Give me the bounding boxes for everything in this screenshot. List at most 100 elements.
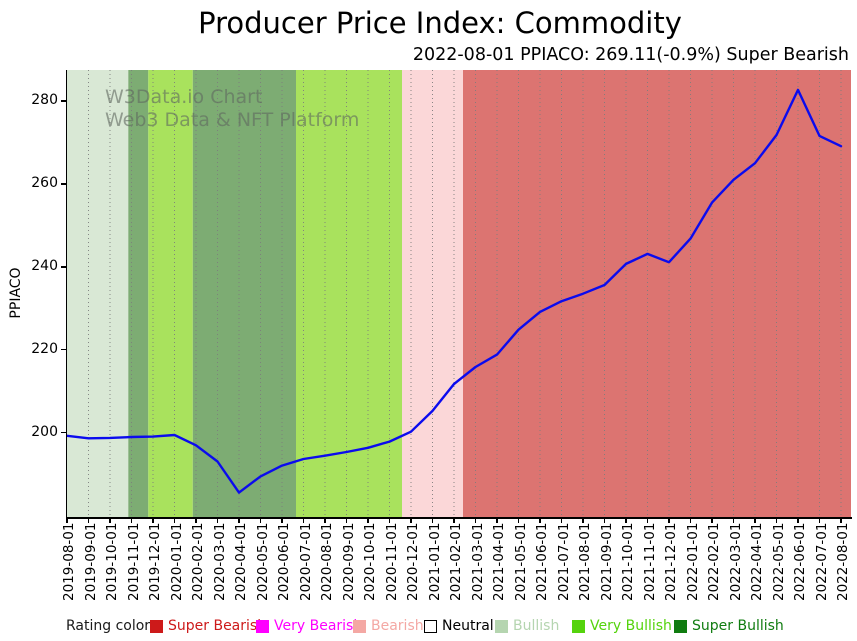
rating-band-very-bullish [148, 70, 193, 517]
legend-swatch-super-bearish [150, 619, 163, 633]
x-tick-label: 2022-05-01 [770, 522, 787, 601]
x-tick-mark [388, 518, 391, 523]
x-tick-label: 2019-12-01 [147, 522, 163, 601]
x-tick-label: 2021-03-01 [469, 522, 486, 601]
x-tick-mark [603, 518, 606, 523]
legend-label-super-bullish: Super Bullish [692, 618, 784, 634]
x-tick-mark [775, 518, 778, 523]
plot-area: W3Data.io Chart Web3 Data & NFT Platform [67, 70, 851, 517]
watermark-line2: Web3 Data & NFT Platform [105, 109, 360, 131]
x-tick-mark [496, 518, 498, 523]
x-tick-mark [324, 518, 326, 523]
x-tick-mark [754, 518, 756, 523]
legend-swatch-bullish [495, 619, 508, 633]
rating-band-super-bullish [192, 70, 296, 517]
rating-band-super-bearish [463, 70, 851, 517]
x-tick-label: 2021-11-01 [641, 522, 658, 601]
x-tick-mark [431, 518, 434, 523]
legend-label-neutral: Neutral [442, 618, 494, 634]
legend-item-very-bullish: Very Bullish [572, 618, 672, 634]
rating-band-bullish [67, 70, 129, 517]
y-tick-label: 200 [31, 423, 58, 440]
x-tick-label: 2022-07-01 [813, 522, 830, 601]
legend-swatch-neutral [424, 619, 437, 633]
x-tick-label: 2020-11-01 [383, 522, 400, 601]
x-tick-label: 2022-06-01 [792, 522, 808, 601]
x-tick-label: 2020-08-01 [319, 522, 335, 601]
x-tick-mark [517, 518, 520, 523]
legend-item-bullish: Bullish [495, 618, 559, 634]
x-tick-mark [238, 518, 240, 523]
legend-item-very-bearish: Very Bearish [256, 618, 362, 634]
legend-swatch-super-bullish [674, 619, 687, 633]
x-tick-label: 2021-02-01 [448, 522, 464, 601]
x-tick-mark [281, 518, 283, 523]
x-tick-label: 2021-04-01 [491, 522, 507, 601]
x-tick-label: 2022-04-01 [749, 522, 765, 601]
x-tick-mark [195, 518, 197, 523]
x-tick-label: 2021-01-01 [426, 522, 443, 601]
x-tick-label: 2019-09-01 [82, 522, 99, 601]
legend-label-bearish: Bearish [371, 618, 424, 634]
x-tick-mark [367, 518, 369, 523]
rating-legend: Rating color Super Bearish Very Bearish … [0, 616, 857, 638]
x-tick-label: 2021-09-01 [598, 522, 615, 601]
x-tick-mark [539, 518, 541, 523]
legend-swatch-very-bearish [256, 619, 269, 633]
x-axis-spine [65, 517, 852, 519]
x-tick-label: 2020-10-01 [362, 522, 378, 601]
legend-swatch-very-bullish [572, 619, 585, 633]
x-tick-mark [130, 518, 133, 523]
x-tick-label: 2022-02-01 [706, 522, 722, 601]
x-tick-mark [152, 518, 154, 523]
x-tick-label: 2022-08-01 [835, 522, 851, 601]
x-tick-mark [668, 518, 670, 523]
y-tick-label: 260 [31, 174, 58, 191]
x-tick-label: 2020-04-01 [233, 522, 249, 601]
x-tick-label: 2020-03-01 [211, 522, 228, 601]
rating-band-very-bullish [296, 70, 402, 517]
y-tick-mark [60, 183, 66, 185]
x-tick-mark [453, 518, 455, 523]
legend-title: Rating color [66, 618, 151, 634]
x-tick-mark [560, 518, 563, 523]
x-tick-label: 2021-05-01 [512, 522, 529, 601]
legend-item-super-bullish: Super Bullish [674, 618, 784, 634]
y-tick-label: 220 [31, 340, 58, 357]
watermark: W3Data.io Chart Web3 Data & NFT Platform [105, 86, 359, 132]
legend-item-bearish: Bearish [353, 618, 424, 634]
x-tick-mark [345, 518, 348, 523]
rating-band-super-bullish [128, 70, 149, 517]
y-tick-mark [60, 100, 66, 102]
x-tick-mark [173, 518, 176, 523]
x-tick-label: 2020-06-01 [276, 522, 292, 601]
ppiaco-series-line [67, 88, 843, 494]
x-tick-mark [216, 518, 219, 523]
x-tick-mark [625, 518, 627, 523]
x-tick-label: 2021-07-01 [555, 522, 572, 601]
x-tick-label: 2020-12-01 [405, 522, 421, 601]
x-tick-mark [646, 518, 649, 523]
x-tick-label: 2020-09-01 [340, 522, 357, 601]
legend-label-bullish: Bullish [513, 618, 560, 634]
x-tick-mark [732, 518, 735, 523]
x-tick-label: 2020-01-01 [168, 522, 185, 601]
x-tick-mark [840, 518, 842, 523]
x-tick-label: 2019-08-01 [61, 522, 77, 601]
y-tick-label: 240 [31, 257, 58, 274]
x-tick-mark [259, 518, 262, 523]
x-tick-mark [87, 518, 90, 523]
legend-item-neutral: Neutral [424, 618, 494, 634]
y-tick-mark [60, 266, 66, 268]
x-tick-label: 2020-05-01 [254, 522, 271, 601]
x-tick-label: 2022-03-01 [727, 522, 744, 601]
y-tick-mark [60, 348, 66, 351]
x-tick-label: 2019-10-01 [104, 522, 120, 601]
x-tick-label: 2021-12-01 [663, 522, 679, 601]
x-tick-mark [302, 518, 305, 523]
legend-label-very-bearish: Very Bearish [274, 618, 363, 634]
chart-subtitle: 2022-08-01 PPIACO: 269.11(-0.9%) Super B… [412, 45, 849, 65]
y-tick-label: 280 [31, 92, 58, 109]
x-tick-mark [66, 518, 68, 523]
